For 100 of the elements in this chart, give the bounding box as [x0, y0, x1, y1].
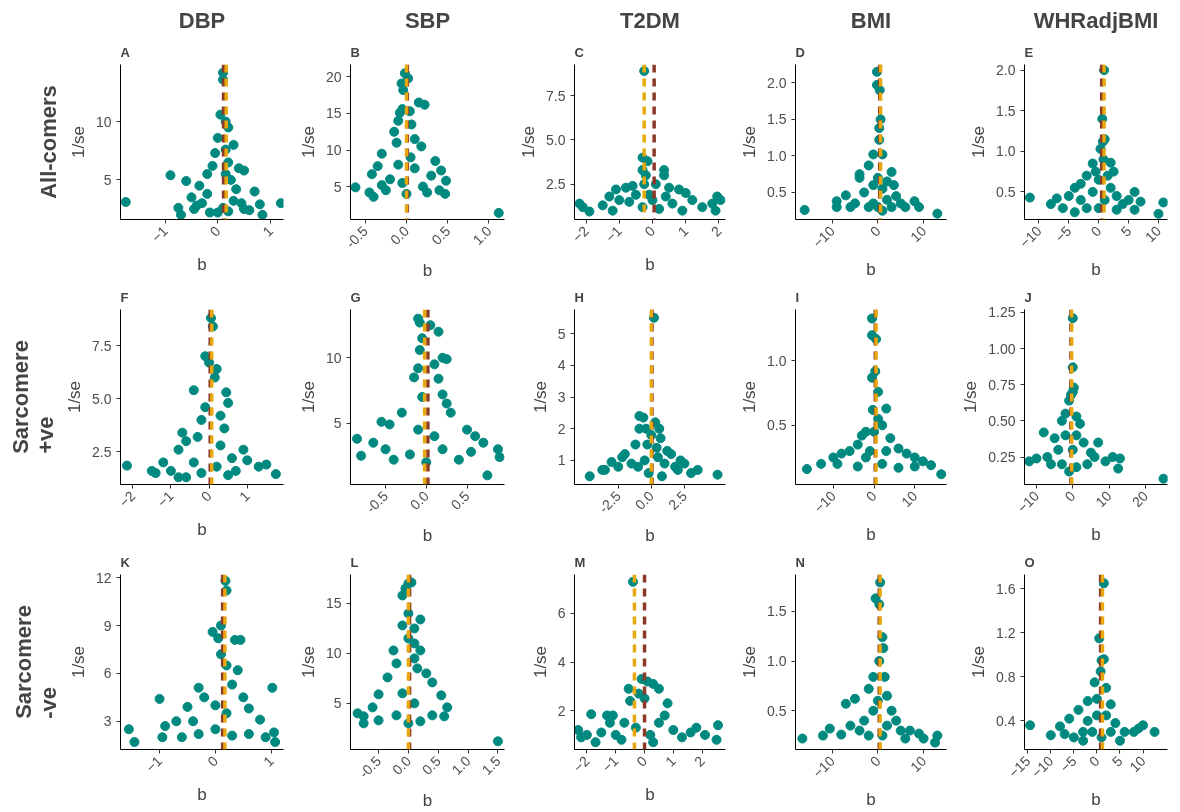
y-tick-label: 1.25 — [988, 304, 1016, 321]
x-tick-label: 0 — [633, 752, 651, 770]
y-tick-label: 2.0 — [996, 62, 1016, 79]
x-tick-label: 1.0 — [448, 752, 474, 778]
x-tick-label: 0.5 — [418, 752, 445, 778]
y-tick-label: 1.2 — [996, 624, 1016, 641]
x-tick-label: 0 — [1061, 487, 1079, 505]
y-tick-label: 1.6 — [996, 580, 1016, 597]
y-tick-label: 2.5 — [92, 443, 112, 460]
text: G — [350, 289, 361, 305]
y-tick-label: 10 — [325, 142, 342, 159]
y-tick-label: 6 — [103, 665, 112, 682]
y-axis-title: 1/se — [740, 125, 760, 159]
y-axis-title: 1/se — [298, 125, 318, 159]
y-tick-label: 7.5 — [546, 87, 566, 104]
y-tick-label: 10 — [325, 349, 342, 366]
y-tick-label: 5 — [333, 178, 342, 195]
x-tick-label: 0.0 — [387, 222, 413, 248]
x-tick-label: 10 — [906, 752, 930, 776]
x-tick-label: −2 — [569, 222, 592, 246]
x-axis-title: b — [1091, 790, 1101, 810]
x-tick-label: −1 — [153, 487, 177, 511]
y-tick-label: 0.5 — [767, 417, 787, 434]
y-tick-label: 5 — [333, 695, 342, 712]
x-tick-label: −2 — [115, 487, 139, 511]
x-tick-label: 10 — [1141, 222, 1165, 246]
y-axis-title: 1/se — [969, 125, 989, 159]
x-tick-label: −1 — [598, 752, 622, 776]
x-tick-label: 1 — [236, 487, 254, 505]
text: I — [795, 289, 800, 305]
y-tick-label: 2.0 — [767, 74, 787, 91]
text: O — [1024, 554, 1035, 570]
x-axis-title: b — [422, 790, 433, 810]
y-tick-label: 4 — [557, 357, 566, 374]
text: K — [120, 554, 131, 570]
y-tick-label: 1.5 — [767, 603, 787, 620]
x-axis-title: b — [866, 525, 876, 545]
x-tick-label: −1 — [142, 752, 166, 776]
x-axis-title: b — [1091, 260, 1101, 280]
chart-title: T2DM — [620, 7, 680, 33]
y-tick-label: 0.5 — [767, 702, 787, 719]
x-tick-label: 0 — [204, 752, 222, 770]
y-tick-label: 1.5 — [767, 111, 787, 128]
y-tick-label: 5.0 — [92, 390, 112, 407]
y-tick-label: 2.5 — [546, 176, 566, 193]
text: L — [350, 554, 359, 570]
x-tick-label: -2.5 — [595, 487, 625, 517]
y-axis-title: 1/se — [969, 645, 989, 679]
x-tick-label: 1 — [674, 222, 692, 240]
x-tick-label: 0 — [862, 487, 880, 505]
x-tick-label: 1 — [662, 752, 680, 770]
x-tick-label: −10 — [1016, 222, 1045, 251]
chart-title: DBP — [178, 7, 226, 33]
y-axis-title: 1/se — [530, 380, 550, 414]
x-tick-label: -0.5 — [342, 222, 372, 252]
x-tick-label: 0 — [1085, 752, 1103, 770]
text: All-comers — [35, 85, 61, 199]
text: A — [120, 44, 131, 60]
text: Sarcomere -ve — [10, 605, 61, 719]
y-tick-label: 1.0 — [767, 653, 787, 670]
text: M — [574, 554, 586, 570]
y-axis-title: 1/se — [740, 380, 760, 414]
y-tick-label: 0.8 — [996, 668, 1016, 685]
x-tick-label: 1.0 — [469, 222, 495, 248]
y-tick-label: 0.4 — [996, 712, 1016, 729]
y-tick-label: 0.25 — [988, 449, 1016, 466]
y-tick-label: 2 — [557, 702, 566, 719]
x-tick-label: 10 — [1126, 752, 1149, 776]
x-axis-title: b — [645, 784, 655, 804]
y-tick-label: 5 — [557, 325, 566, 342]
x-axis-title: b — [645, 254, 655, 274]
x-tick-label: −1 — [602, 222, 626, 246]
x-tick-label: −15 — [1005, 752, 1034, 781]
y-tick-label: 0.5 — [767, 184, 787, 201]
x-tick-label: 0.0 — [631, 487, 658, 513]
y-axis-title: 1/se — [298, 645, 318, 679]
y-tick-label: 10 — [95, 113, 112, 130]
x-tick-label: −10 — [1014, 487, 1043, 516]
y-axis-title: 1/se — [961, 380, 981, 414]
y-axis-title: 1/se — [68, 645, 88, 679]
y-tick-label: 20 — [325, 68, 342, 85]
y-tick-label: 12 — [95, 569, 112, 586]
x-tick-label: 0 — [206, 222, 224, 240]
x-tick-label: 0 — [866, 752, 884, 770]
x-tick-label: −10 — [809, 752, 838, 781]
x-tick-label: 1.5 — [478, 752, 504, 778]
y-axis-title: 1/se — [519, 125, 539, 159]
y-tick-label: 0.50 — [988, 412, 1016, 429]
y-tick-label: 10 — [325, 645, 342, 662]
x-axis-title: b — [645, 525, 655, 545]
x-tick-label: 0 — [197, 487, 215, 505]
x-axis-title: b — [866, 790, 876, 810]
x-axis-title: b — [197, 254, 207, 274]
x-tick-label: 0.5 — [447, 487, 473, 513]
x-tick-label: 5 — [1108, 752, 1126, 770]
x-tick-label: 10 — [906, 222, 930, 246]
chart-title: BMI — [850, 7, 892, 33]
y-axis-title: 1/se — [298, 380, 318, 414]
y-tick-label: 1 — [557, 452, 566, 469]
x-tick-label: −1 — [148, 222, 171, 246]
